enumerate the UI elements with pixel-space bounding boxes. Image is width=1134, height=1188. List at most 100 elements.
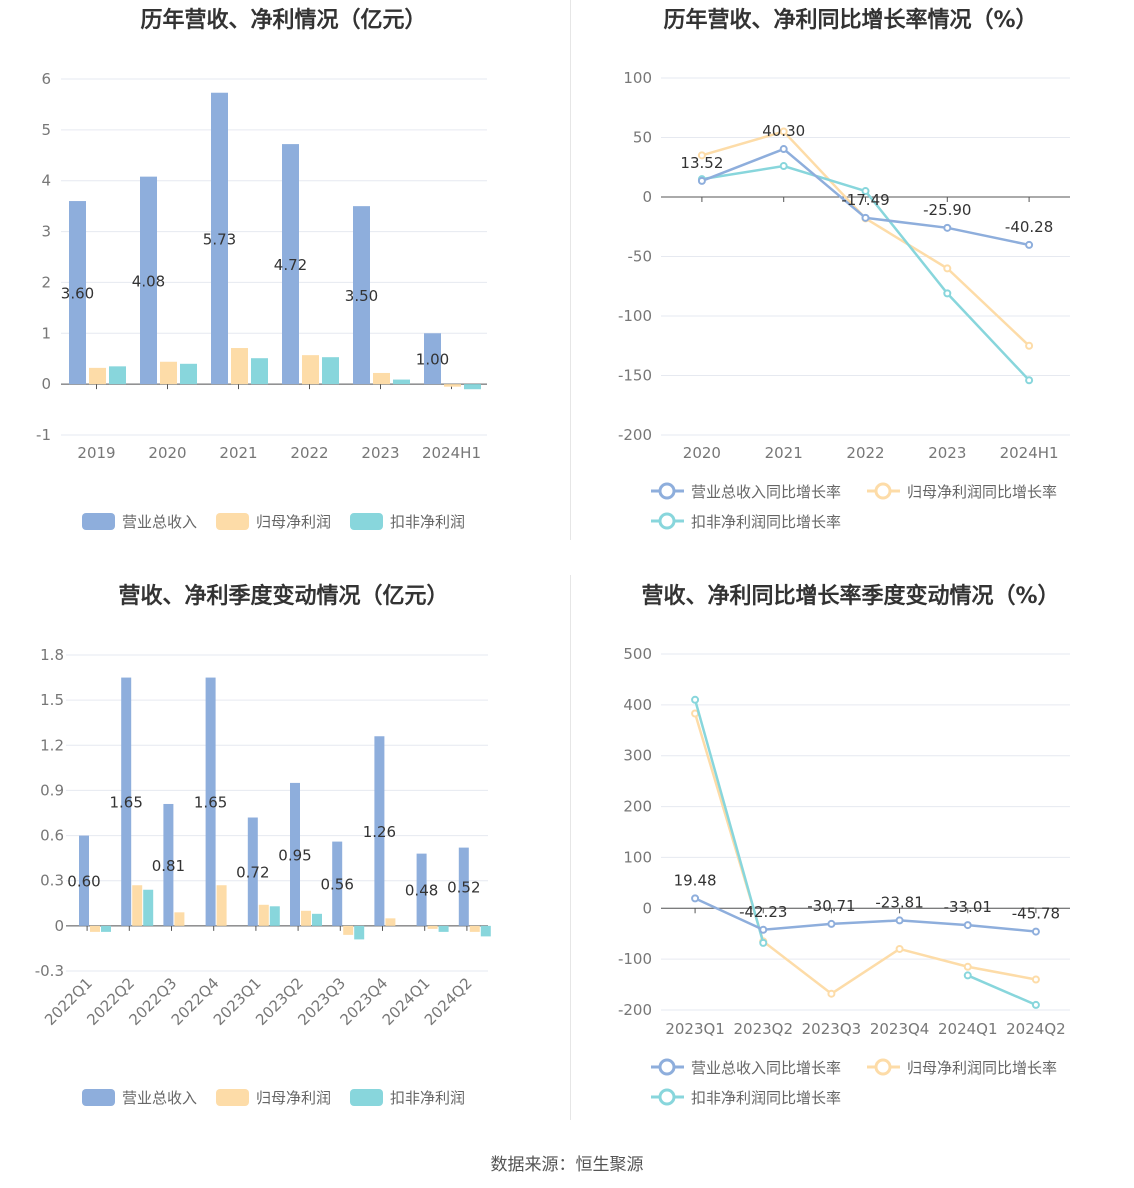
legend-label: 扣非净利润 bbox=[390, 1089, 465, 1107]
x-tick-label: 2024Q2 bbox=[421, 974, 476, 1029]
y-tick-label: -100 bbox=[618, 307, 652, 325]
vertical-divider-top bbox=[570, 0, 571, 540]
data-label: 0.60 bbox=[67, 873, 100, 891]
series-line bbox=[694, 897, 1037, 933]
legend-swatch bbox=[82, 513, 115, 530]
bar bbox=[416, 853, 427, 926]
data-label: 3.60 bbox=[61, 285, 94, 303]
bar bbox=[282, 144, 299, 385]
data-label: -25.90 bbox=[923, 201, 971, 219]
data-label: -23.81 bbox=[875, 893, 923, 911]
y-tick-label: -1 bbox=[36, 426, 51, 444]
x-tick-label: 2023Q3 bbox=[802, 1020, 862, 1038]
bar bbox=[143, 889, 154, 926]
y-tick-label: 100 bbox=[623, 848, 652, 866]
data-label: -30.71 bbox=[807, 897, 855, 915]
legend-swatch bbox=[216, 1089, 249, 1106]
data-label: -42.23 bbox=[739, 903, 787, 921]
data-point bbox=[779, 145, 788, 154]
x-tick-label: 2023Q2 bbox=[733, 1020, 793, 1038]
data-point bbox=[963, 962, 972, 971]
y-tick-label: 2 bbox=[41, 273, 51, 291]
data-label: 1.26 bbox=[363, 823, 396, 841]
bar bbox=[312, 913, 322, 926]
bar bbox=[301, 910, 311, 926]
bar bbox=[290, 782, 300, 926]
x-tick-label: 2022 bbox=[290, 444, 328, 462]
data-point bbox=[963, 921, 972, 930]
data-point bbox=[827, 919, 836, 928]
legend-label: 营业总收入 bbox=[122, 513, 197, 531]
bar bbox=[205, 677, 216, 926]
series-line bbox=[967, 974, 1037, 1007]
data-point bbox=[697, 176, 706, 185]
bar bbox=[132, 885, 143, 926]
series-line bbox=[693, 699, 765, 944]
x-tick-label: 2023Q4 bbox=[870, 1020, 930, 1038]
x-tick-label: 2020 bbox=[148, 444, 186, 462]
vertical-divider-bottom bbox=[570, 575, 571, 1120]
data-point bbox=[861, 213, 870, 222]
bar bbox=[140, 176, 157, 385]
y-tick-label: -0.3 bbox=[35, 962, 64, 980]
legend-label: 营业总收入同比增长率 bbox=[691, 483, 841, 501]
y-tick-label: 0 bbox=[642, 899, 652, 917]
x-tick-label: 2022 bbox=[846, 444, 884, 462]
legend-item: 营业总收入 bbox=[82, 1089, 197, 1107]
data-label: 1.65 bbox=[194, 794, 227, 812]
y-tick-label: 0 bbox=[54, 917, 64, 935]
data-label: 4.08 bbox=[132, 272, 165, 290]
bar bbox=[89, 367, 106, 385]
y-tick-label: 5 bbox=[41, 121, 51, 139]
annual-growth-rate-panel: 历年营收、净利同比增长率情况（%） -200 -150 -100 -50 0 50 100 2… bbox=[567, 0, 1134, 576]
chart-title: 营收、净利季度变动情况（亿元） bbox=[118, 584, 449, 609]
y-tick-label: 3 bbox=[41, 223, 51, 241]
quarterly-revenue-profit-panel: 营收、净利季度变动情况（亿元） -0.3 0 0.3 0.6 0.9 1.2 1.5 1.8 2… bbox=[0, 576, 567, 1152]
data-point bbox=[895, 916, 904, 925]
series-line bbox=[701, 130, 1030, 347]
legend-item: 归母净利润同比增长率 bbox=[867, 482, 1057, 501]
legend-item: 扣非净利润 bbox=[350, 1089, 465, 1107]
bar bbox=[469, 925, 480, 932]
y-tick-label: 500 bbox=[623, 645, 652, 663]
y-tick-label: 1 bbox=[41, 324, 51, 342]
annual-revenue-profit-panel: 历年营收、净利情况（亿元） -1 0 1 2 3 4 5 6 2019 3.60 2020 4.08 2… bbox=[0, 0, 567, 576]
legend-label: 营业总收入同比增长率 bbox=[691, 1059, 841, 1077]
annual-growth-rate-chart: -200 -150 -100 -50 0 50 100 2020 2021 2022 2023 202… bbox=[618, 69, 1070, 531]
y-tick-label: 0 bbox=[41, 375, 51, 393]
x-tick-label: 2023 bbox=[361, 444, 399, 462]
bar bbox=[231, 348, 248, 385]
y-tick-label: 4 bbox=[41, 172, 51, 190]
legend-item: 扣非净利润同比增长率 bbox=[651, 1088, 841, 1107]
y-tick-label: 1.8 bbox=[40, 646, 64, 664]
data-label: 1.65 bbox=[109, 794, 142, 812]
data-label: 0.52 bbox=[447, 879, 480, 897]
data-point bbox=[827, 989, 836, 998]
bar bbox=[269, 906, 280, 926]
legend-label: 扣非净利润 bbox=[390, 513, 465, 531]
bar bbox=[332, 841, 343, 926]
bar bbox=[302, 355, 319, 385]
legend-item: 扣非净利润同比增长率 bbox=[651, 512, 841, 531]
y-tick-label: 400 bbox=[623, 696, 652, 714]
bar bbox=[444, 384, 461, 387]
bar bbox=[458, 847, 469, 926]
bar bbox=[180, 363, 197, 385]
data-point bbox=[1025, 341, 1034, 350]
bar bbox=[480, 925, 491, 937]
data-point bbox=[1031, 927, 1040, 936]
y-tick-label: 300 bbox=[623, 747, 652, 765]
legend-marker bbox=[658, 1088, 676, 1106]
legend-label: 归母净利润同比增长率 bbox=[907, 483, 1057, 501]
legend-label: 归母净利润 bbox=[256, 1089, 331, 1107]
bar bbox=[174, 912, 185, 926]
x-tick-label: 2024H1 bbox=[1000, 444, 1059, 462]
x-tick-label: 2023Q1 bbox=[665, 1020, 725, 1038]
data-label: -17.49 bbox=[841, 191, 889, 209]
quarterly-growth-rate-panel: 营收、净利同比增长率季度变动情况（%） -200 -100 0 100 200 300 40… bbox=[567, 576, 1134, 1152]
quarterly-revenue-profit-chart: -0.300.30.60.91.21.51.82022Q10.602022Q21… bbox=[35, 646, 491, 1107]
chart-title: 营收、净利同比增长率季度变动情况（%） bbox=[641, 584, 1060, 609]
data-label: 0.72 bbox=[236, 864, 269, 882]
data-point bbox=[697, 151, 706, 160]
bar bbox=[373, 372, 390, 385]
